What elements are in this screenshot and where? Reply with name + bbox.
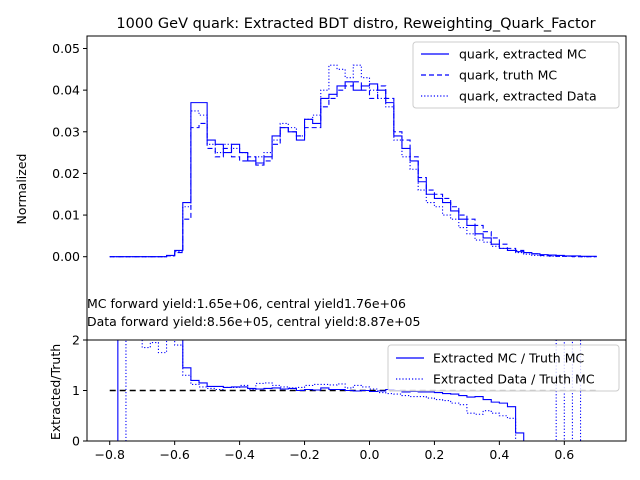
annotation-mc-yield: MC forward yield:1.65e+06, central yield… — [87, 296, 406, 311]
y-tick-label: 0.00 — [52, 249, 80, 264]
x-tick-label: −0.2 — [289, 447, 319, 462]
top-y-axis-ticks: 0.00 0.01 0.02 0.03 0.04 0.05 — [52, 41, 87, 264]
y-tick-label: 0 — [72, 434, 80, 449]
x-tick-label: 0.4 — [489, 447, 509, 462]
x-tick-label: −0.4 — [224, 447, 254, 462]
y-tick-label: 0.05 — [52, 41, 80, 56]
series-line-0-1 — [109, 81, 597, 258]
y-tick-label: 0.02 — [52, 166, 80, 181]
top-legend-box — [412, 41, 620, 109]
chart-title: 1000 GeV quark: Extracted BDT distro, Re… — [116, 16, 595, 32]
ratio-plot-area: 0 1 2 −0.8 −0.6 −0.4 −0.2 0.0 0.2 0.4 0.6 Extract… — [48, 333, 627, 462]
annotation-data-yield: Data forward yield:8.56e+05, central yie… — [87, 314, 420, 329]
y-tick-label: 2 — [72, 333, 80, 348]
y-tick-label: 0.03 — [52, 124, 80, 139]
x-tick-label: −0.8 — [95, 447, 125, 462]
legend-label-mc-ratio: Extracted MC / Truth MC — [433, 351, 584, 366]
ratio-legend: Extracted MC / Truth MC Extracted Data /… — [387, 344, 620, 392]
series-line-0-2 — [109, 64, 597, 258]
top-legend: quark, extracted MC quark, truth MC quar… — [412, 41, 620, 109]
ratio-y-axis-label: Extracted/Truth — [48, 344, 63, 440]
ratio-x-axis-ticks: −0.8 −0.6 −0.4 −0.2 0.0 0.2 0.4 0.6 — [95, 441, 574, 462]
x-tick-label: 0.2 — [424, 447, 444, 462]
x-tick-label: 0.0 — [360, 447, 380, 462]
ratio-plot-frame — [86, 339, 627, 442]
ratio-y-axis-ticks: 0 1 2 — [72, 333, 87, 449]
top-y-axis-label: Normalized — [14, 154, 29, 225]
x-tick-label: −0.6 — [159, 447, 189, 462]
y-tick-label: 1 — [72, 383, 80, 398]
x-tick-label: 0.6 — [554, 447, 574, 462]
ratio-legend-box — [387, 344, 620, 392]
series-line-1-0 — [109, 340, 597, 441]
legend-label-extracted-data: quark, extracted Data — [459, 89, 597, 104]
y-tick-label: 0.01 — [52, 208, 80, 223]
legend-label-truth-mc: quark, truth MC — [459, 68, 557, 83]
y-tick-label: 0.04 — [52, 83, 80, 98]
legend-label-data-ratio: Extracted Data / Truth MC — [433, 372, 595, 387]
legend-label-extracted-mc: quark, extracted MC — [459, 47, 587, 62]
